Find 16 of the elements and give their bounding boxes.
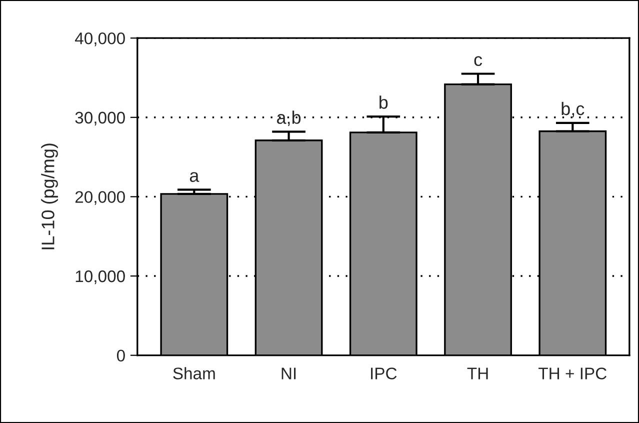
annotation: b <box>380 96 388 109</box>
annotation: a,b <box>277 110 301 126</box>
annotation: b,c <box>562 102 584 118</box>
x-tick-label: TH <box>467 368 488 380</box>
annotation: a <box>190 172 200 182</box>
y-tick-label: 0 <box>116 350 125 362</box>
x-tick-label: IPC <box>371 368 397 380</box>
x-tick-label: NI <box>282 368 296 380</box>
x-tick-label: TH + IPC <box>538 368 607 380</box>
y-tick-label: 20,000 <box>75 191 125 205</box>
x-tick-label: Sham <box>173 367 215 380</box>
y-tick-label: 10,000 <box>76 270 125 284</box>
y-tick-label: 30,000 <box>75 112 125 126</box>
y-tick-label: 40,000 <box>74 32 125 46</box>
annotation: c <box>474 56 482 66</box>
y-axis-title: IL-10 (pg/mg) <box>41 144 58 250</box>
